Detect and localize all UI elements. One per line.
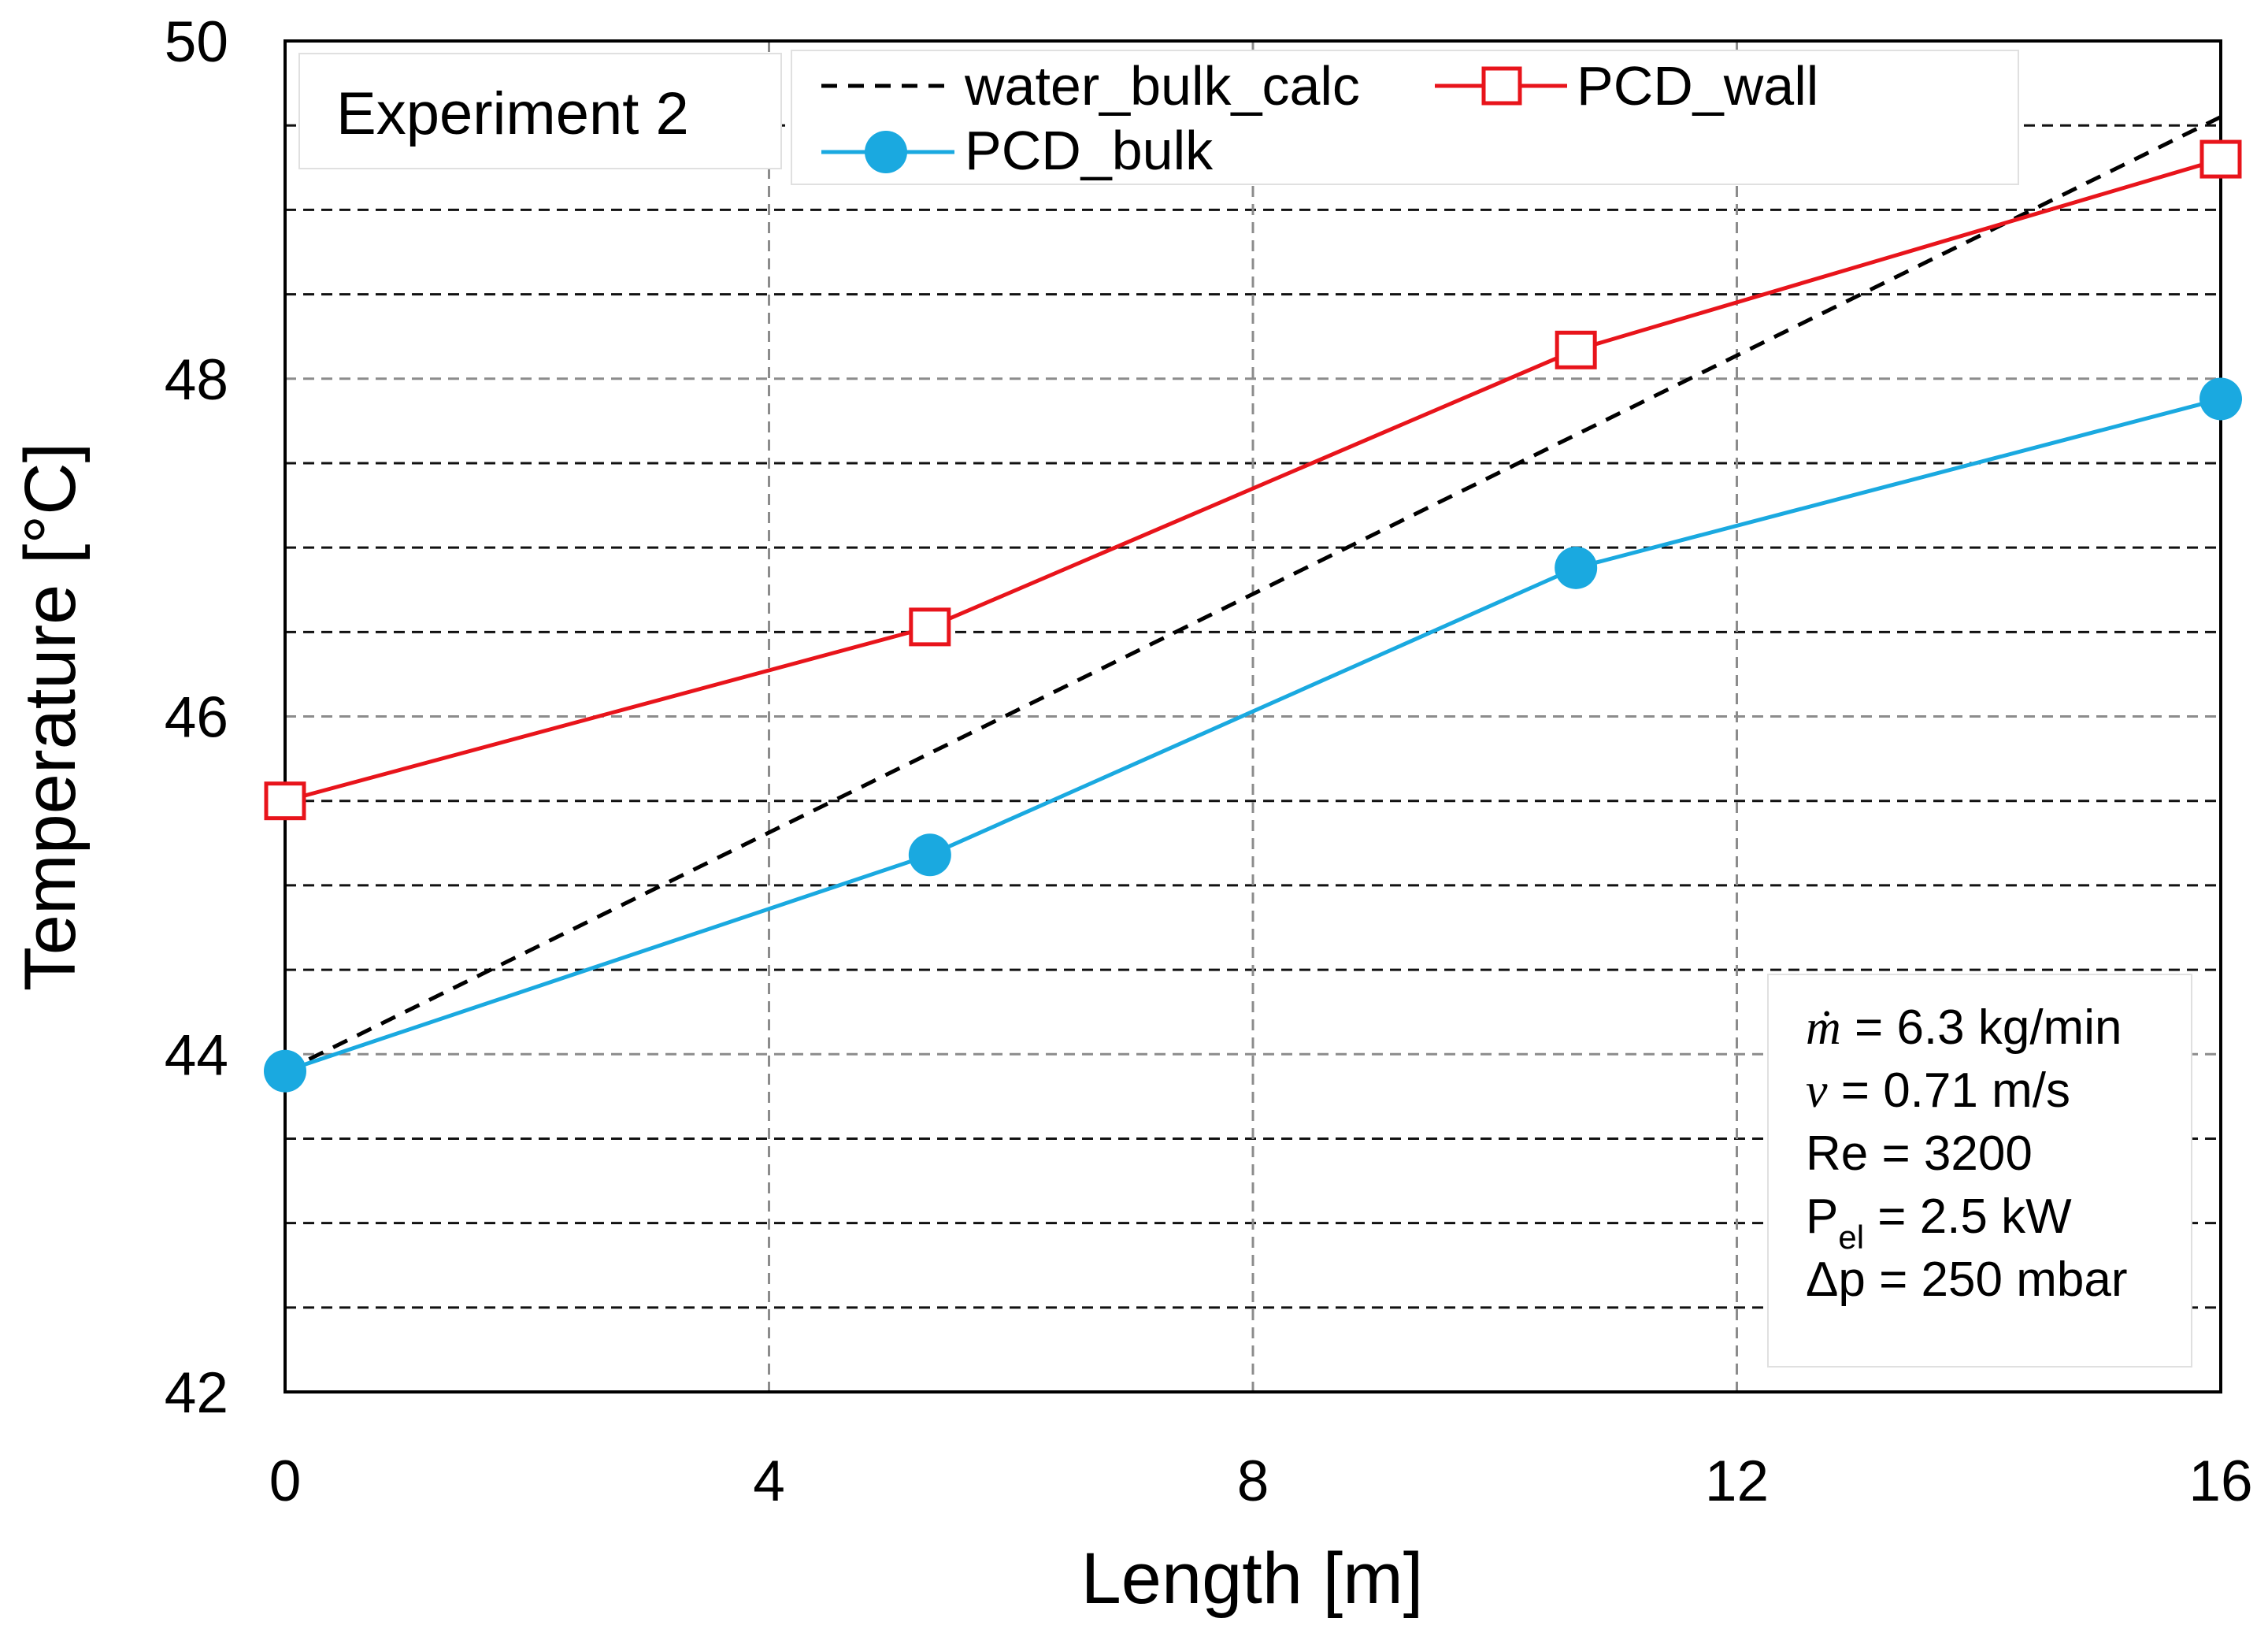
param-power-value: = 2.5 kW — [1864, 1189, 2072, 1244]
y-tick-label: 46 — [165, 686, 228, 750]
data-point-pcd-bulk — [1555, 546, 1598, 589]
plot-area-frame — [284, 39, 2222, 1394]
param-velocity-symbol: v — [1806, 1064, 1828, 1118]
experiment-label-box: Experiment 2 — [298, 53, 782, 169]
x-tick-label: 4 — [753, 1449, 785, 1513]
legend-marker-pcd-bulk — [865, 131, 907, 173]
data-point-pcd-wall — [909, 607, 951, 647]
data-point-pcd-bulk — [264, 1049, 306, 1093]
data-point-pcd-wall — [1555, 330, 1597, 369]
param-velocity: v = 0.71 m/s — [1806, 1063, 2070, 1118]
legend-background — [791, 50, 2019, 185]
y-tick-label: 42 — [165, 1361, 228, 1425]
parameters-box: ṁ = 6.3 kg/min v = 0.71 m/s Re = 3200 Pe… — [1767, 974, 2192, 1368]
legend-marker-pcd-wall — [1481, 66, 1522, 106]
series-line-pcd-bulk — [284, 397, 2222, 1074]
data-point-pcd-wall — [264, 781, 306, 821]
x-tick-label: 0 — [269, 1449, 302, 1513]
param-pressure-drop: Δp = 250 mbar — [1806, 1252, 2127, 1307]
y-tick-label: 50 — [165, 10, 228, 74]
parameters-background — [1767, 974, 2192, 1368]
data-point-pcd-bulk — [908, 833, 951, 877]
param-velocity-value: = 0.71 m/s — [1828, 1063, 2070, 1118]
param-power-subscript: el — [1838, 1219, 1864, 1256]
param-power-symbol: P — [1806, 1189, 1838, 1244]
param-mass-flow-symbol: ṁ — [1806, 1001, 1841, 1055]
y-tick-label: 48 — [165, 348, 228, 412]
data-series — [264, 115, 2242, 1093]
data-point-pcd-bulk — [2199, 377, 2242, 421]
experiment-label-background — [298, 53, 782, 169]
data-point-pcd-wall — [2199, 139, 2242, 179]
x-tick-label: 8 — [1237, 1449, 1269, 1513]
y-axis-title: Temperature [°C] — [10, 443, 91, 991]
param-reynolds: Re = 3200 — [1806, 1126, 2033, 1181]
y-tick-label: 44 — [165, 1023, 228, 1087]
series-water-bulk-calc — [284, 115, 2222, 1073]
x-tick-label: 12 — [1705, 1449, 1769, 1513]
legend-label-pcd-wall: PCD_wall — [1577, 55, 1818, 117]
legend-label-water-bulk-calc: water_bulk_calc — [964, 55, 1360, 117]
series-pcd-bulk — [264, 377, 2242, 1093]
legend: water_bulk_calc PCD_wall PCD_bulk — [791, 50, 2019, 185]
param-power: Pel = 2.5 kW — [1806, 1189, 2072, 1256]
x-tick-label: 16 — [2188, 1449, 2252, 1513]
param-mass-flow-value: = 6.3 kg/min — [1841, 1000, 2122, 1055]
legend-label-pcd-bulk: PCD_bulk — [965, 120, 1214, 181]
x-axis-title: Length [m] — [1081, 1538, 1424, 1619]
series-line-pcd-wall — [284, 157, 2222, 803]
series-pcd-wall — [264, 139, 2242, 821]
series-line-water-bulk-calc — [284, 115, 2222, 1073]
experiment-label: Experiment 2 — [336, 80, 689, 147]
param-mass-flow: ṁ = 6.3 kg/min — [1806, 1000, 2122, 1055]
